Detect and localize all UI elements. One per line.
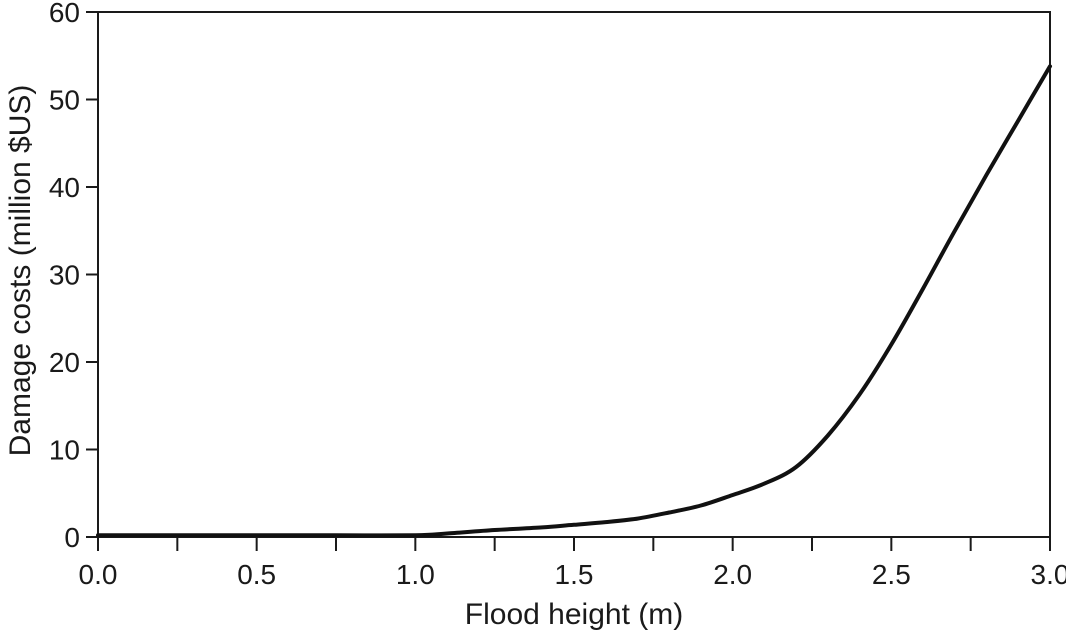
y-tick-label: 60 — [49, 0, 80, 28]
x-axis-ticks: 0.0 0.5 1.0 1.5 2.0 2.5 3.0 — [79, 537, 1066, 590]
x-tick-label: 3.0 — [1031, 559, 1066, 590]
series-layer — [96, 64, 1052, 538]
x-tick-label: 2.0 — [713, 559, 752, 590]
x-tick-label: 0.0 — [79, 559, 118, 590]
x-tick-label: 2.5 — [872, 559, 911, 590]
y-tick-label: 30 — [49, 260, 80, 291]
y-tick-label: 0 — [64, 522, 80, 553]
x-tick-label: 1.0 — [396, 559, 435, 590]
x-axis-title: Flood height (m) — [465, 598, 683, 631]
x-tick-label: 0.5 — [237, 559, 276, 590]
series-line — [96, 64, 1052, 538]
y-tick-label: 50 — [49, 85, 80, 116]
plot-border — [97, 11, 1051, 538]
y-tick-label: 20 — [49, 347, 80, 378]
y-tick-label: 10 — [49, 435, 80, 466]
y-axis-title: Damage costs (million $US) — [4, 85, 37, 457]
y-axis-ticks: 0 10 20 30 40 50 60 — [49, 0, 98, 553]
plot-frame — [97, 11, 1051, 538]
x-tick-label: 1.5 — [555, 559, 594, 590]
y-tick-label: 40 — [49, 172, 80, 203]
